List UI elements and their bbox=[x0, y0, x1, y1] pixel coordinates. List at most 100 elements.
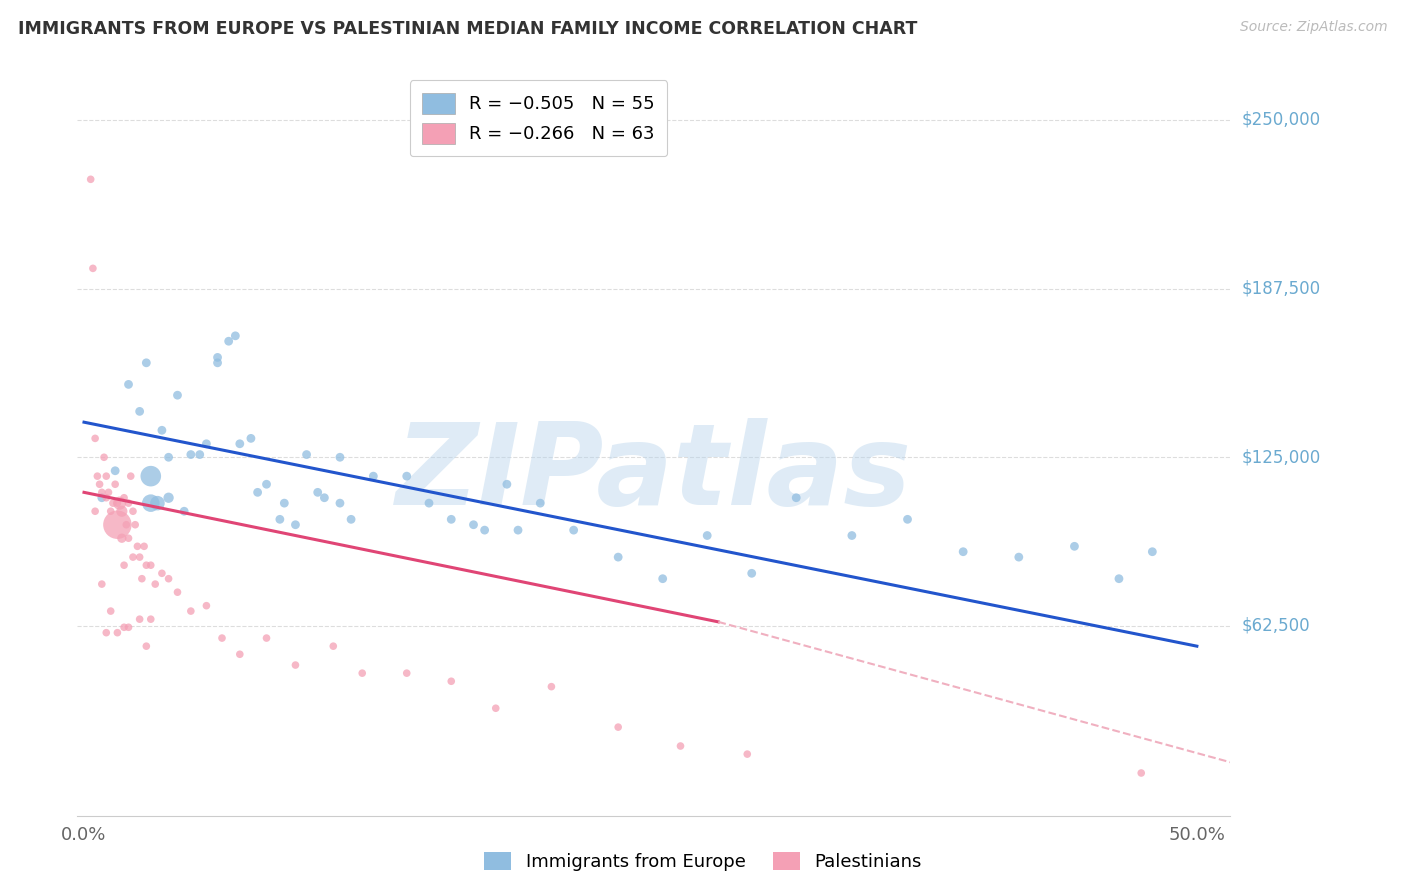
Point bbox=[246, 485, 269, 500]
Point bbox=[418, 496, 440, 510]
Point bbox=[150, 566, 173, 581]
Point bbox=[100, 604, 122, 618]
Point bbox=[111, 531, 134, 545]
Legend: R = −0.505   N = 55, R = −0.266   N = 63: R = −0.505 N = 55, R = −0.266 N = 63 bbox=[409, 80, 668, 156]
Point bbox=[117, 531, 139, 545]
Point bbox=[239, 431, 262, 445]
Point bbox=[1108, 572, 1130, 586]
Point bbox=[785, 491, 807, 505]
Point bbox=[105, 517, 128, 532]
Point bbox=[485, 701, 508, 715]
Point bbox=[440, 512, 463, 526]
Point bbox=[329, 450, 352, 465]
Point bbox=[97, 485, 120, 500]
Point bbox=[229, 647, 252, 661]
Point bbox=[314, 491, 336, 505]
Text: $62,500: $62,500 bbox=[1241, 617, 1310, 635]
Point bbox=[284, 658, 307, 673]
Point bbox=[157, 450, 180, 465]
Point bbox=[135, 356, 157, 370]
Point bbox=[131, 572, 153, 586]
Legend: Immigrants from Europe, Palestinians: Immigrants from Europe, Palestinians bbox=[477, 845, 929, 879]
Point bbox=[111, 504, 134, 518]
Point bbox=[207, 351, 229, 365]
Point bbox=[90, 577, 112, 591]
Point bbox=[143, 577, 166, 591]
Point bbox=[211, 631, 233, 645]
Point bbox=[101, 496, 124, 510]
Point bbox=[322, 639, 344, 653]
Point bbox=[112, 558, 135, 573]
Point bbox=[84, 504, 107, 518]
Point bbox=[180, 604, 202, 618]
Point bbox=[284, 517, 307, 532]
Point bbox=[100, 504, 122, 518]
Point bbox=[188, 448, 211, 462]
Point bbox=[256, 477, 278, 491]
Point bbox=[157, 572, 180, 586]
Point bbox=[112, 620, 135, 634]
Point bbox=[117, 377, 139, 392]
Point bbox=[180, 448, 202, 462]
Point bbox=[529, 496, 551, 510]
Point bbox=[90, 485, 112, 500]
Text: ZIPatlas: ZIPatlas bbox=[395, 418, 912, 529]
Point bbox=[127, 539, 149, 553]
Point bbox=[735, 747, 758, 761]
Point bbox=[841, 528, 863, 542]
Point bbox=[132, 539, 155, 553]
Point bbox=[696, 528, 718, 542]
Text: $187,500: $187,500 bbox=[1241, 279, 1320, 298]
Point bbox=[105, 625, 128, 640]
Point bbox=[229, 436, 252, 450]
Point bbox=[104, 477, 127, 491]
Point bbox=[93, 450, 115, 465]
Point bbox=[195, 599, 218, 613]
Point bbox=[1008, 550, 1031, 565]
Point bbox=[340, 512, 363, 526]
Point bbox=[295, 448, 318, 462]
Point bbox=[173, 504, 195, 518]
Point bbox=[135, 639, 157, 653]
Point bbox=[463, 517, 485, 532]
Point bbox=[128, 612, 150, 626]
Point bbox=[79, 172, 101, 186]
Point bbox=[112, 491, 135, 505]
Point bbox=[1142, 545, 1164, 559]
Point bbox=[139, 496, 162, 510]
Point bbox=[89, 477, 111, 491]
Point bbox=[115, 517, 138, 532]
Point bbox=[607, 720, 630, 734]
Point bbox=[117, 620, 139, 634]
Point bbox=[166, 585, 188, 599]
Point bbox=[150, 423, 173, 437]
Point bbox=[440, 674, 463, 689]
Point bbox=[124, 517, 146, 532]
Point bbox=[363, 469, 385, 483]
Point bbox=[104, 464, 127, 478]
Point bbox=[496, 477, 519, 491]
Point bbox=[273, 496, 295, 510]
Point bbox=[195, 436, 218, 450]
Point bbox=[166, 388, 188, 402]
Point bbox=[139, 469, 162, 483]
Point bbox=[269, 512, 291, 526]
Point bbox=[506, 523, 529, 537]
Point bbox=[120, 469, 142, 483]
Point bbox=[84, 431, 107, 445]
Text: $250,000: $250,000 bbox=[1241, 111, 1320, 129]
Point bbox=[669, 739, 692, 753]
Point bbox=[474, 523, 496, 537]
Point bbox=[540, 680, 562, 694]
Point bbox=[607, 550, 630, 565]
Point bbox=[207, 356, 229, 370]
Point bbox=[395, 666, 418, 681]
Point bbox=[135, 558, 157, 573]
Text: IMMIGRANTS FROM EUROPE VS PALESTINIAN MEDIAN FAMILY INCOME CORRELATION CHART: IMMIGRANTS FROM EUROPE VS PALESTINIAN ME… bbox=[18, 20, 918, 37]
Point bbox=[218, 334, 240, 349]
Point bbox=[157, 491, 180, 505]
Point bbox=[562, 523, 585, 537]
Point bbox=[741, 566, 763, 581]
Text: Source: ZipAtlas.com: Source: ZipAtlas.com bbox=[1240, 20, 1388, 34]
Point bbox=[105, 496, 128, 510]
